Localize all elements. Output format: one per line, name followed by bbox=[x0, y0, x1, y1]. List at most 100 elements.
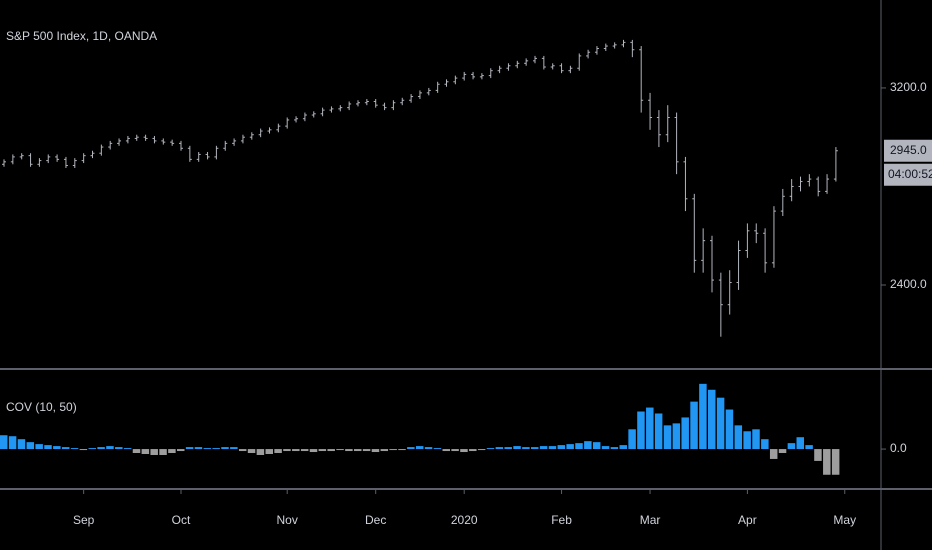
histogram-bar bbox=[522, 447, 530, 450]
histogram-bar bbox=[637, 411, 645, 450]
histogram-bar bbox=[654, 413, 663, 450]
histogram-bar bbox=[398, 449, 406, 451]
histogram-bar bbox=[212, 448, 220, 450]
histogram-bar bbox=[44, 445, 52, 450]
y-tick-label: 2400.0 bbox=[890, 277, 927, 291]
histogram-bar bbox=[592, 442, 601, 450]
histogram-bar bbox=[566, 444, 574, 450]
x-tick-label: May bbox=[833, 513, 856, 527]
histogram-bar bbox=[805, 445, 813, 450]
histogram-bar bbox=[362, 449, 371, 452]
histogram-bar bbox=[309, 449, 318, 453]
histogram-bar bbox=[194, 447, 203, 450]
histogram-bar bbox=[292, 449, 300, 452]
histogram-bar bbox=[823, 449, 831, 475]
histogram-bar bbox=[115, 447, 123, 450]
histogram-bar bbox=[531, 447, 539, 450]
histogram-bar bbox=[619, 445, 627, 450]
histogram-bar bbox=[61, 447, 70, 450]
countdown: 04:00:52 bbox=[888, 167, 932, 181]
histogram-bar bbox=[327, 449, 335, 452]
countdown-box bbox=[884, 163, 932, 186]
histogram-bar bbox=[575, 443, 583, 450]
histogram-bar bbox=[106, 446, 114, 450]
histogram-bar bbox=[230, 447, 238, 450]
histogram-bar bbox=[336, 449, 344, 451]
histogram-bar bbox=[132, 449, 141, 454]
histogram-bar bbox=[371, 449, 380, 453]
histogram-bar bbox=[699, 383, 707, 450]
histogram-bar bbox=[725, 409, 734, 450]
histogram-bar bbox=[168, 449, 176, 454]
histogram-bar bbox=[504, 447, 512, 450]
histogram-bar bbox=[185, 447, 194, 450]
y-tick-label: 0.0 bbox=[890, 441, 907, 455]
histogram-bar bbox=[265, 449, 273, 455]
chart-title: S&P 500 Index, 1D, OANDA bbox=[6, 29, 157, 43]
histogram-bar bbox=[442, 449, 450, 452]
histogram-bar bbox=[433, 448, 442, 450]
histogram-bar bbox=[247, 449, 256, 454]
histogram-bar bbox=[495, 447, 504, 450]
histogram-bar bbox=[646, 407, 654, 450]
histogram-bar bbox=[584, 441, 592, 450]
histogram-bar bbox=[203, 448, 212, 450]
histogram-bar bbox=[663, 425, 672, 450]
histogram-bar bbox=[716, 397, 725, 450]
histogram-bar bbox=[601, 446, 610, 450]
histogram-bar bbox=[123, 448, 132, 450]
histogram-bar bbox=[548, 446, 557, 450]
histogram-bar bbox=[831, 449, 840, 475]
histogram-bar bbox=[610, 447, 619, 450]
histogram-bar bbox=[0, 435, 8, 450]
histogram-bar bbox=[283, 449, 291, 452]
histogram-bar bbox=[318, 449, 327, 452]
histogram-bar bbox=[256, 449, 265, 455]
histogram-bar bbox=[469, 449, 477, 452]
histogram-bar bbox=[708, 389, 716, 450]
price-label-box bbox=[884, 139, 932, 162]
histogram-bar bbox=[389, 449, 397, 451]
histogram-bar bbox=[672, 423, 681, 450]
histogram-bar bbox=[814, 449, 822, 461]
histogram-bar bbox=[35, 444, 43, 450]
histogram-bar bbox=[769, 449, 778, 459]
x-tick-label: Dec bbox=[365, 513, 386, 527]
histogram-bar bbox=[177, 449, 185, 452]
histogram-bar bbox=[150, 449, 158, 455]
histogram-bar bbox=[752, 429, 760, 450]
histogram-bar bbox=[300, 449, 309, 452]
histogram-bar bbox=[539, 446, 548, 450]
x-tick-label: Oct bbox=[172, 513, 191, 527]
histogram-bar bbox=[26, 442, 35, 450]
histogram-bar bbox=[79, 449, 88, 451]
price-label: 2945.0 bbox=[890, 143, 927, 157]
histogram-bar bbox=[221, 447, 229, 450]
x-tick-label: Feb bbox=[551, 513, 572, 527]
histogram-bar bbox=[761, 439, 769, 450]
histogram-bar bbox=[354, 449, 362, 452]
histogram-bar bbox=[486, 448, 495, 450]
x-tick-label: Apr bbox=[738, 513, 757, 527]
histogram-bar bbox=[159, 449, 167, 455]
x-tick-label: Nov bbox=[277, 513, 298, 527]
histogram-bar bbox=[345, 449, 353, 452]
x-tick-label: Mar bbox=[640, 513, 661, 527]
histogram-bar bbox=[787, 443, 796, 450]
histogram-bar bbox=[451, 449, 459, 452]
x-tick-label: 2020 bbox=[451, 513, 478, 527]
histogram-bar bbox=[97, 447, 105, 450]
histogram-bar bbox=[8, 436, 17, 450]
histogram-bar bbox=[407, 447, 415, 450]
histogram-bar bbox=[141, 449, 150, 455]
histogram-bar bbox=[53, 446, 61, 450]
histogram-bar bbox=[88, 448, 96, 450]
histogram-bar bbox=[17, 439, 26, 450]
x-tick-label: Sep bbox=[73, 513, 95, 527]
indicator-title: COV (10, 50) bbox=[6, 400, 77, 414]
histogram-bar bbox=[796, 437, 804, 450]
y-tick-label: 3200.0 bbox=[890, 80, 927, 94]
histogram-bar bbox=[557, 445, 566, 450]
